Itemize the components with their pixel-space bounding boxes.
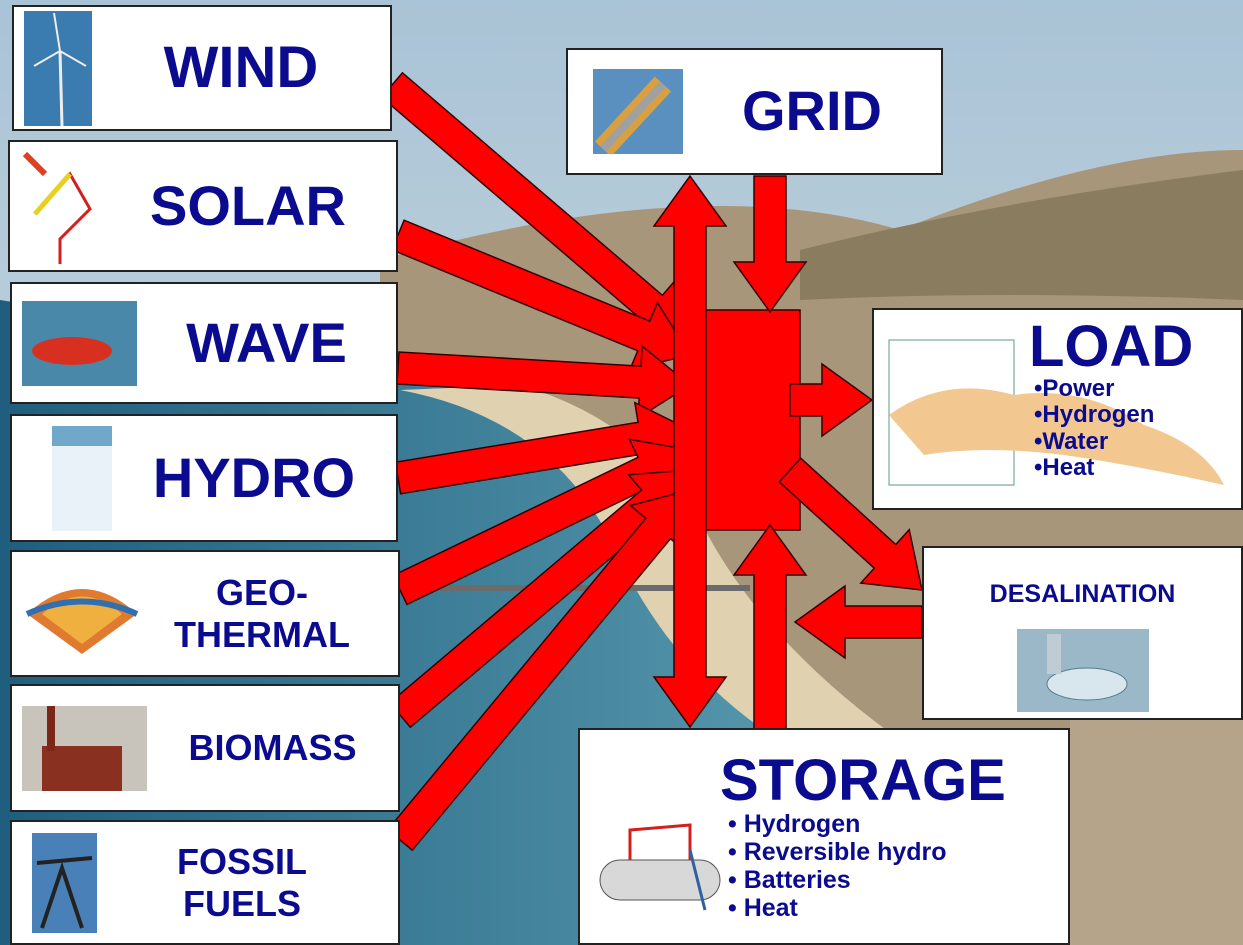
source-box: BIOMASS <box>10 684 400 812</box>
desalination-image <box>1016 628 1149 712</box>
arrow <box>652 174 728 729</box>
load-box: LOAD •Power •Hydrogen •Water •Heat <box>872 308 1243 510</box>
list-item: • Hydrogen <box>728 810 861 838</box>
list-item: •Water <box>1034 427 1109 455</box>
wind-image <box>24 10 92 126</box>
load-label: LOAD <box>1029 314 1194 379</box>
list-item: •Hydrogen <box>1034 401 1155 429</box>
source-box: HYDRO <box>10 414 398 542</box>
source-label: WAVE <box>186 310 347 374</box>
source-box: WIND <box>12 5 392 131</box>
source-box: WAVE <box>10 282 398 404</box>
arrow <box>386 489 691 852</box>
list-item: •Power <box>1034 375 1115 402</box>
source-label: BIOMASS <box>188 727 357 769</box>
load-map <box>888 339 1224 486</box>
load-list: •Power •Hydrogen •Water •Heat <box>1034 375 1193 482</box>
solar-image <box>22 151 92 264</box>
hydro-image <box>52 425 112 531</box>
storage-label: STORAGE <box>720 748 1006 813</box>
wave-image <box>22 300 137 386</box>
source-box: GEO-THERMAL <box>10 550 400 677</box>
source-label: SOLAR <box>150 173 346 237</box>
arrow <box>396 344 692 420</box>
storage-list: • Hydrogen • Reversible hydro • Batteries •… <box>728 810 1006 922</box>
arrow <box>793 584 923 660</box>
list-item: •Heat <box>1034 454 1095 482</box>
arrow <box>732 175 808 314</box>
source-box: FOSSIL FUELS <box>10 820 400 945</box>
fossil-image <box>32 832 97 933</box>
source-label: WIND <box>163 34 319 100</box>
source-label: GEO-THERMAL <box>174 572 350 655</box>
source-box: SOLAR <box>8 140 398 272</box>
storage-box: STORAGE • Hydrogen • Reversible hydro • Ba… <box>578 728 1070 945</box>
biomass-image <box>22 705 147 791</box>
source-label: FOSSIL FUELS <box>176 841 307 924</box>
source-label: HYDRO <box>152 445 356 509</box>
arrow <box>778 457 923 591</box>
grid-box: GRID <box>566 48 943 175</box>
desalination-box: DESALINATION <box>922 546 1243 720</box>
geothermal-image <box>25 588 139 654</box>
grid-image <box>593 69 683 154</box>
desalination-label: DESALINATION <box>989 580 1176 608</box>
arrow <box>789 362 874 438</box>
list-item: • Heat <box>728 894 798 922</box>
list-item: • Batteries <box>728 866 851 894</box>
arrow <box>732 523 808 731</box>
storage-image <box>599 823 721 911</box>
grid-label: GRID <box>742 79 882 143</box>
list-item: • Reversible hydro <box>728 838 947 866</box>
